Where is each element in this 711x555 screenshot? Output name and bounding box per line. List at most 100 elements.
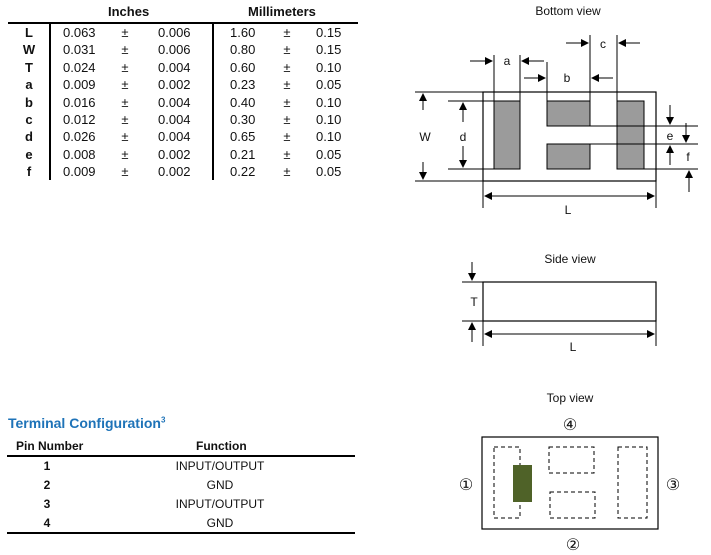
- dimension-label: L: [25, 25, 33, 40]
- mm-tolerance: 0.10: [316, 129, 342, 145]
- plus-minus: ±: [283, 129, 291, 145]
- plus-minus: ±: [121, 94, 129, 110]
- dimension-label: T: [25, 59, 33, 75]
- inches-nominal: 0.009: [63, 77, 96, 93]
- table-row: W 0.031 ±0.006 0.80 ±0.15: [0, 42, 360, 59]
- plus-minus: ±: [283, 164, 291, 180]
- inches-nominal: 0.031: [63, 42, 96, 58]
- dimension-label: b: [25, 94, 33, 110]
- mm-tolerance: 0.05: [316, 164, 342, 180]
- hidden-pads: [493, 446, 648, 519]
- top-outline: [481, 436, 659, 530]
- label-w: W: [419, 130, 431, 144]
- table-row: c 0.012 ±0.004 0.30 ±0.10: [0, 112, 360, 129]
- header-millimeters: Millimeters: [248, 4, 316, 19]
- side-view-title: Side view: [544, 252, 596, 266]
- side-dimension-lines: [462, 262, 657, 346]
- mm-tolerance: 0.15: [316, 42, 342, 58]
- table-row: e 0.008 ±0.002 0.21 ±0.05: [0, 147, 360, 164]
- title-text: Terminal Configuration: [8, 415, 161, 431]
- label-a: a: [504, 54, 511, 68]
- pin-number: 1: [43, 459, 51, 473]
- plus-minus: ±: [283, 146, 291, 162]
- mm-nominal: 0.22: [230, 164, 256, 180]
- inches-tolerance: 0.006: [158, 25, 191, 40]
- table-row: 2 GND: [0, 478, 360, 494]
- mm-nominal: 0.65: [230, 129, 256, 145]
- top-view-title: Top view: [547, 391, 594, 405]
- label-l: L: [565, 203, 572, 217]
- pad-middle-top: [546, 100, 591, 127]
- table-row: L 0.063 ±0.006 1.60 ±0.15: [0, 25, 360, 42]
- mm-nominal: 0.23: [230, 77, 256, 93]
- inches-nominal: 0.016: [63, 94, 96, 110]
- pin-2-label: ②: [566, 537, 580, 554]
- pad-middle-bottom: [546, 143, 591, 170]
- pin-number: 2: [43, 478, 51, 492]
- bottom-view-title: Bottom view: [535, 4, 601, 18]
- pin1-marker: [513, 465, 532, 502]
- header-pin-number: Pin Number: [16, 439, 84, 453]
- header-function: Function: [196, 439, 247, 453]
- table-row: 3 INPUT/OUTPUT: [0, 497, 360, 513]
- inches-nominal: 0.009: [63, 164, 96, 180]
- dimension-label: f: [26, 164, 32, 180]
- header-rule: [8, 22, 358, 24]
- pin-function: GND: [206, 516, 234, 530]
- dimension-label: a: [25, 77, 33, 93]
- mm-nominal: 1.60: [230, 25, 256, 40]
- table-row: 1 INPUT/OUTPUT: [0, 459, 360, 475]
- pin-4-label: ④: [563, 417, 577, 434]
- dimension-lines: [415, 35, 698, 208]
- plus-minus: ±: [121, 42, 129, 58]
- side-view: Side view T L: [462, 252, 657, 354]
- dimension-label: W: [22, 42, 36, 58]
- inches-nominal: 0.008: [63, 146, 96, 162]
- label-t: T: [470, 295, 478, 309]
- inches-tolerance: 0.004: [158, 129, 191, 145]
- plus-minus: ±: [283, 77, 291, 93]
- inches-tolerance: 0.002: [158, 77, 191, 93]
- pin-function: GND: [206, 478, 234, 492]
- section-title: Terminal Configuration3: [8, 415, 165, 431]
- bottom-rule: [7, 532, 355, 534]
- dimension-label: e: [25, 146, 33, 162]
- mm-tolerance: 0.05: [316, 77, 342, 93]
- mm-nominal: 0.40: [230, 94, 256, 110]
- mm-nominal: 0.30: [230, 112, 256, 127]
- pin-function: INPUT/OUTPUT: [175, 497, 265, 511]
- plus-minus: ±: [121, 164, 129, 180]
- inches-tolerance: 0.004: [158, 112, 191, 127]
- label-c: c: [600, 37, 606, 51]
- inches-tolerance: 0.006: [158, 42, 191, 58]
- header-rule: [7, 455, 355, 457]
- plus-minus: ±: [121, 129, 129, 145]
- label-d: d: [460, 130, 467, 144]
- inches-tolerance: 0.004: [158, 94, 191, 110]
- plus-minus: ±: [121, 77, 129, 93]
- column-divider: [212, 23, 214, 180]
- dimension-label: d: [25, 129, 33, 145]
- plus-minus: ±: [283, 59, 291, 75]
- inches-nominal: 0.012: [63, 112, 96, 127]
- table-row: d 0.026 ±0.004 0.65 ±0.10: [0, 129, 360, 146]
- pin-number: 3: [43, 497, 51, 511]
- table-row: T 0.024 ±0.004 0.60 ±0.10: [0, 60, 360, 77]
- pin-number: 4: [43, 516, 51, 530]
- mm-tolerance: 0.10: [316, 94, 342, 110]
- mm-tolerance: 0.10: [316, 112, 342, 127]
- pad-left: [493, 100, 521, 170]
- top-view: Top view ④ ① ③ ②: [459, 391, 680, 554]
- table-row: b 0.016 ±0.004 0.40 ±0.10: [0, 95, 360, 112]
- inches-tolerance: 0.002: [158, 164, 191, 180]
- mm-nominal: 0.60: [230, 59, 256, 75]
- inches-nominal: 0.024: [63, 59, 96, 75]
- footnote-ref: 3: [160, 415, 166, 425]
- mm-tolerance: 0.10: [316, 59, 342, 75]
- mm-nominal: 0.80: [230, 42, 256, 58]
- bottom-view: Bottom view a b c d W e f: [415, 4, 698, 217]
- label-e: e: [667, 129, 674, 143]
- table-row: f 0.009 ±0.002 0.22 ±0.05: [0, 164, 360, 181]
- plus-minus: ±: [283, 94, 291, 110]
